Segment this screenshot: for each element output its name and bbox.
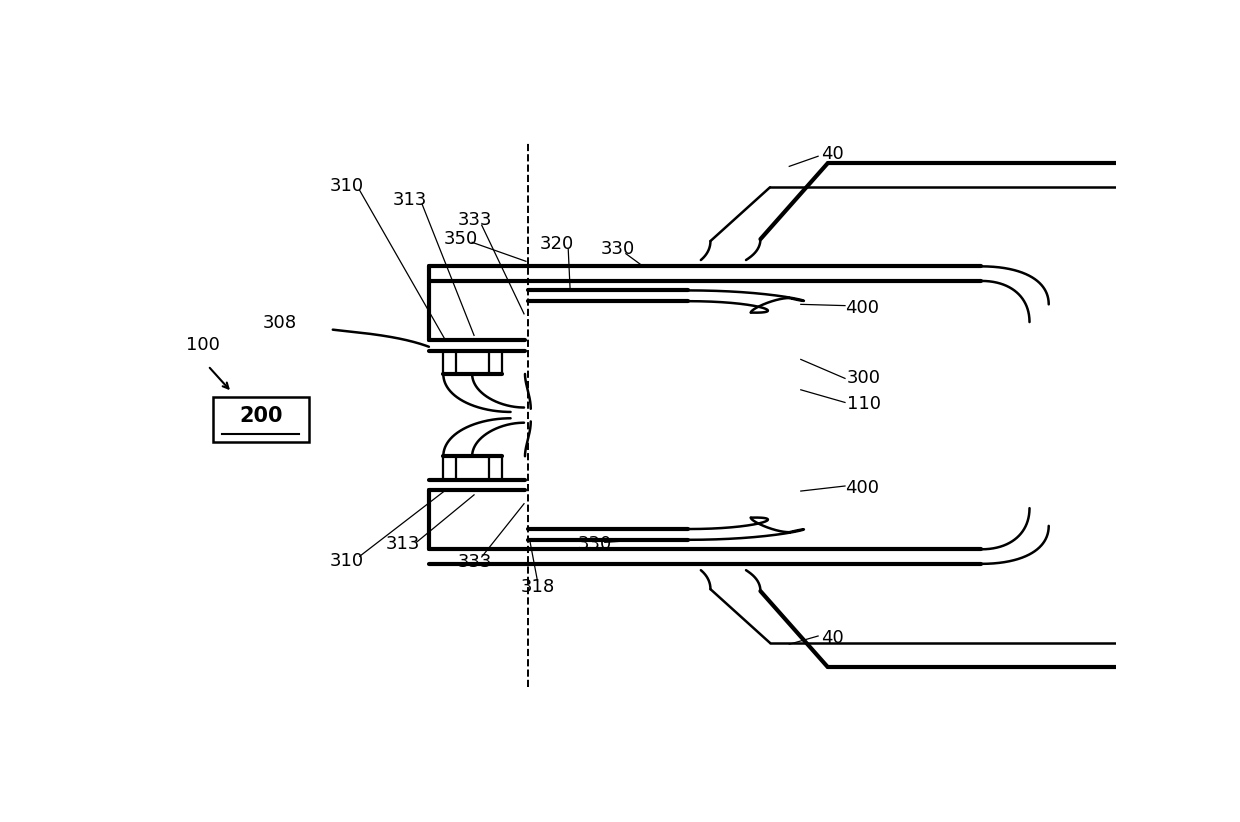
Text: 308: 308	[263, 314, 298, 332]
Text: 200: 200	[239, 406, 283, 426]
Text: 110: 110	[847, 395, 880, 413]
Text: 313: 313	[386, 535, 420, 553]
Text: 310: 310	[330, 552, 365, 570]
Text: 300: 300	[847, 369, 880, 387]
Text: 400: 400	[844, 298, 879, 316]
Text: 100: 100	[186, 336, 219, 354]
Text: 40: 40	[821, 145, 843, 164]
Text: 400: 400	[844, 479, 879, 496]
Text: 318: 318	[521, 578, 554, 596]
Text: 333: 333	[458, 211, 492, 229]
Text: 330: 330	[601, 240, 635, 258]
Text: 313: 313	[393, 191, 427, 209]
FancyBboxPatch shape	[213, 397, 309, 441]
Text: 350: 350	[444, 230, 477, 248]
Text: 330: 330	[578, 535, 613, 553]
Text: 310: 310	[330, 177, 365, 195]
Text: 320: 320	[539, 235, 574, 253]
Text: 40: 40	[821, 629, 843, 647]
Text: 333: 333	[458, 553, 492, 571]
